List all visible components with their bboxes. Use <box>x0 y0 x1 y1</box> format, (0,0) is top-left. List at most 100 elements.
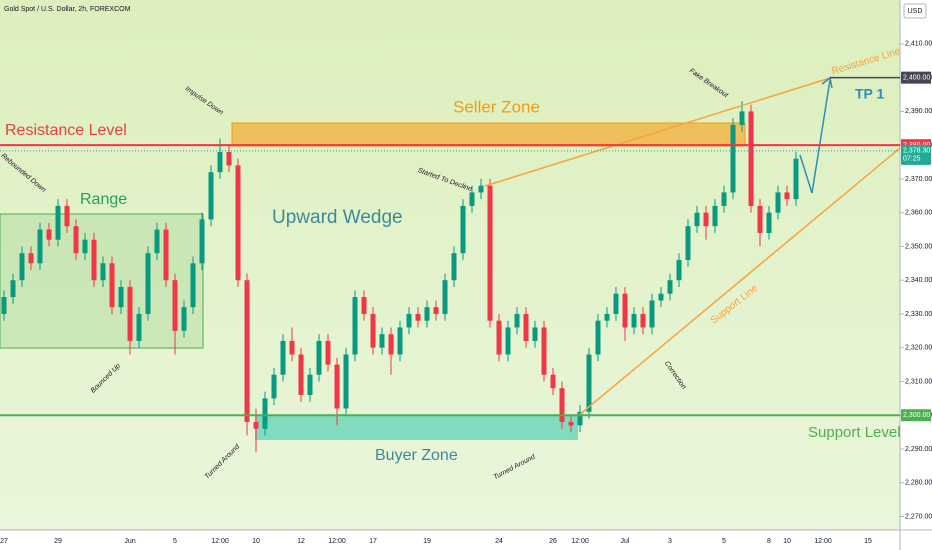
y-tick-label: 2,340.00 <box>905 277 932 284</box>
candle-body <box>352 297 358 355</box>
annotation: Range <box>80 191 127 208</box>
candle-body <box>757 205 763 233</box>
x-tick-label: 15 <box>864 538 872 545</box>
candle-body <box>199 219 205 264</box>
y-tick-label: 2,360.00 <box>905 210 932 217</box>
candle-body <box>163 229 169 281</box>
candle-body <box>397 327 403 355</box>
candle-body <box>685 226 691 260</box>
annotation: Upward Wedge <box>272 207 403 228</box>
candle-body <box>712 205 718 227</box>
candle-body <box>370 313 376 348</box>
candle-body <box>82 239 88 254</box>
annotation: Resistance Level <box>5 122 127 139</box>
y-tick-label: 2,310.00 <box>905 378 932 385</box>
y-tick-label: 2,290.00 <box>905 446 932 453</box>
x-tick-label: 26 <box>549 538 557 545</box>
annotation: TP 1 <box>855 86 885 102</box>
candle-body <box>505 327 511 355</box>
candle-body <box>568 421 574 426</box>
candle-body <box>424 307 430 321</box>
candle-body <box>226 151 232 166</box>
candle-body <box>136 313 142 341</box>
price-tag-label: 2,378.30 <box>903 148 930 155</box>
currency-box <box>903 3 927 19</box>
x-tick-label: 12 <box>297 538 305 545</box>
candle-body <box>541 327 547 375</box>
candle-body <box>649 300 655 328</box>
candle-body <box>433 307 439 314</box>
candle-body <box>217 151 223 173</box>
candle-body <box>406 313 412 328</box>
candle-body <box>244 280 250 422</box>
currency: USD <box>908 8 923 15</box>
candle-body <box>658 293 664 301</box>
y-tick-label: 2,410.00 <box>905 41 932 48</box>
annotation: Seller Zone <box>453 97 540 116</box>
y-tick-label: 2,280.00 <box>905 480 932 487</box>
candle-body <box>334 364 340 409</box>
x-tick-label: 19 <box>423 538 431 545</box>
candle-body <box>208 172 214 220</box>
candle-body <box>37 229 43 264</box>
x-tick-label: 5 <box>173 538 177 545</box>
candle-body <box>118 286 124 308</box>
resistance-line <box>484 77 831 187</box>
x-tick-label: 12:00 <box>571 538 589 545</box>
candle-body <box>748 111 754 206</box>
y-tick-label: 2,390.00 <box>905 108 932 115</box>
x-tick-label: 3 <box>668 538 672 545</box>
support-line <box>577 147 901 417</box>
candle-body <box>595 320 601 355</box>
candle-body <box>172 280 178 331</box>
range-box <box>0 213 204 349</box>
price-tag-label: 2,300.00 <box>903 412 930 419</box>
y-tick-label: 2,270.00 <box>905 513 932 520</box>
projection-path <box>799 79 831 194</box>
candle-body <box>478 185 484 193</box>
x-tick-label: 10 <box>252 538 260 545</box>
candle-body <box>415 313 421 321</box>
candle-body <box>604 313 610 321</box>
buyer-zone <box>255 416 578 440</box>
candle-body <box>586 354 592 412</box>
x-tick-label: 17 <box>369 538 377 545</box>
candle-body <box>280 340 286 375</box>
x-tick-label: 12:00 <box>814 538 832 545</box>
candle-body <box>289 340 295 355</box>
candle-body <box>109 263 115 308</box>
x-tick-label: 12:00 <box>211 538 229 545</box>
candle-body <box>388 334 394 355</box>
x-tick-label: 5 <box>722 538 726 545</box>
candle-body <box>19 253 25 281</box>
candle-body <box>298 354 304 395</box>
candle-body <box>271 374 277 399</box>
candle-body <box>550 374 556 389</box>
candle-body <box>784 192 790 200</box>
candle-body <box>460 205 466 254</box>
x-tick-label: 12:00 <box>328 538 346 545</box>
candle-body <box>307 374 313 395</box>
candle-body <box>28 253 34 264</box>
candle-body <box>640 313 646 328</box>
candle-body <box>100 263 106 281</box>
x-tick-label: 8 <box>767 538 771 545</box>
candle-body <box>766 212 772 233</box>
candle-body <box>154 229 160 254</box>
candle-body <box>46 229 52 240</box>
candle-body <box>1 297 7 314</box>
candle-body <box>262 398 268 429</box>
candle-body <box>181 307 187 331</box>
x-tick-label: Jul <box>621 538 630 545</box>
y-tick-label: 2,330.00 <box>905 311 932 318</box>
x-tick-label: 10 <box>783 538 791 545</box>
price-tag-label: 2,400.00 <box>903 74 930 81</box>
candle-body <box>703 212 709 227</box>
candle-body <box>577 411 583 426</box>
candle-body <box>127 286 133 341</box>
annotation: Support Level <box>808 424 901 441</box>
candle-body <box>361 297 367 314</box>
candle-body <box>631 313 637 328</box>
candle-body <box>325 340 331 365</box>
candle-body <box>379 334 385 348</box>
